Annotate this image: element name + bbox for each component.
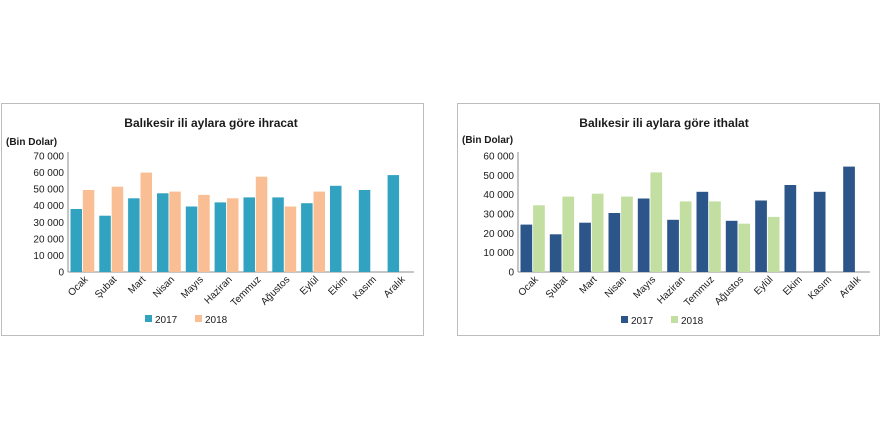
bar-2017-aralık: [843, 166, 855, 272]
export-chart-panel: Balıkesir ili aylara göre ihracat (Bin Do…: [1, 103, 424, 336]
legend-label-2018: 2018: [205, 315, 228, 326]
x-category-label: Nisan: [603, 274, 629, 300]
x-category-label: Ağustos: [713, 274, 746, 307]
bar-2017-eylül: [301, 203, 313, 272]
bar-2018-mayıs: [650, 172, 663, 272]
bar-2017-şubat: [549, 234, 562, 272]
y-tick-label: 60 000: [33, 168, 64, 179]
y-tick-label: 20 000: [483, 229, 514, 240]
bar-2018-ağustos: [738, 223, 751, 272]
export-bar-chart: Balıkesir ili aylara göre ihracat (Bin Do…: [6, 116, 414, 326]
x-category-label: Ocak: [517, 274, 542, 299]
bar-2018-mayıs: [198, 194, 210, 272]
bar-2017-ocak: [520, 224, 533, 272]
bar-2018-mart: [140, 172, 152, 272]
bar-2017-temmuz: [696, 191, 709, 272]
x-category-label: Aralık: [838, 274, 865, 301]
bar-2017-ocak: [70, 209, 82, 272]
bar-2017-kasım: [813, 191, 826, 272]
x-category-label: Ekim: [781, 274, 805, 298]
bar-2018-eylül: [313, 191, 325, 272]
x-category-label: Mart: [126, 274, 148, 296]
bar-2018-ağustos: [284, 206, 297, 272]
bar-2017-mayıs: [637, 198, 650, 272]
bar-2017-mart: [579, 222, 591, 272]
y-tick-label: 50 000: [483, 171, 514, 182]
legend-label-2018: 2018: [681, 316, 704, 327]
legend-swatch-2018: [195, 315, 202, 322]
x-category-label: Ekim: [327, 274, 351, 298]
y-tick-label: 10 000: [33, 251, 64, 262]
bar-2017-kasım: [358, 190, 371, 272]
bar-2017-ekim: [784, 185, 797, 272]
y-axis-unit-label: (Bin Dolar): [6, 137, 57, 148]
import-chart-panel: Balıkesir ili aylara göre ithalat (Bin Do…: [457, 103, 880, 336]
y-tick-label: 40 000: [483, 190, 514, 201]
x-category-label: Eylül: [752, 274, 775, 297]
bar-2018-şubat: [111, 186, 124, 272]
bar-2017-haziran: [667, 219, 679, 272]
legend-swatch-2017: [145, 315, 152, 322]
x-category-label: Şubat: [544, 274, 570, 300]
y-tick-label: 10 000: [483, 248, 514, 259]
y-tick-label: 20 000: [33, 234, 64, 245]
bar-2018-eylül: [767, 216, 780, 272]
x-category-label: Ağustos: [259, 274, 292, 307]
y-axis-unit-label: (Bin Dolar): [462, 135, 513, 146]
x-category-label: Şubat: [93, 274, 119, 300]
bar-2017-ağustos: [272, 197, 284, 272]
legend-label-2017: 2017: [631, 316, 654, 327]
y-tick-label: 60 000: [483, 152, 514, 163]
bar-2018-temmuz: [709, 201, 721, 272]
x-category-label: Mayıs: [179, 274, 206, 301]
bar-2018-mart: [591, 193, 604, 272]
bar-2018-ocak: [533, 205, 545, 272]
chart-title: Balıkesir ili aylara göre ihracat: [124, 116, 297, 130]
x-category-label: Mart: [578, 274, 600, 296]
bar-2018-haziran: [679, 201, 692, 272]
bar-2017-eylül: [755, 200, 767, 272]
y-tick-label: 50 000: [33, 185, 64, 196]
y-tick-label: 0: [58, 268, 64, 279]
bar-2018-nisan: [621, 196, 633, 272]
bar-2018-haziran: [227, 198, 239, 272]
bar-2017-temmuz: [243, 197, 255, 272]
x-category-label: Temmuz: [229, 274, 264, 309]
y-tick-label: 30 000: [483, 210, 514, 221]
x-category-label: Temmuz: [682, 274, 717, 309]
bar-2017-mart: [128, 198, 140, 272]
x-category-label: Ocak: [66, 274, 91, 299]
legend-swatch-2017: [621, 316, 628, 323]
bar-2017-haziran: [214, 202, 227, 272]
x-category-label: Nisan: [151, 274, 177, 300]
bar-2017-ağustos: [725, 220, 738, 272]
bar-2017-nisan: [608, 213, 621, 272]
x-category-label: Aralık: [382, 274, 409, 301]
chart-title: Balıkesir ili aylara göre ithalat: [579, 116, 748, 130]
bar-2018-temmuz: [255, 176, 268, 272]
y-tick-label: 40 000: [33, 201, 64, 212]
y-tick-label: 70 000: [33, 152, 64, 163]
bar-2017-şubat: [99, 215, 111, 272]
y-tick-label: 0: [508, 268, 514, 279]
y-tick-label: 30 000: [33, 218, 64, 229]
legend-label-2017: 2017: [155, 315, 178, 326]
legend-swatch-2018: [671, 316, 678, 323]
bar-2017-ekim: [330, 185, 342, 272]
bar-2017-nisan: [157, 193, 169, 272]
x-category-label: Kasım: [351, 274, 379, 302]
bar-2018-nisan: [169, 191, 181, 272]
bar-2018-şubat: [562, 196, 575, 272]
x-category-label: Eylül: [298, 274, 321, 297]
bar-2017-mayıs: [185, 206, 198, 272]
x-category-label: Mayıs: [631, 274, 658, 301]
bar-2017-aralık: [387, 175, 400, 272]
bar-2018-ocak: [82, 190, 95, 272]
import-bar-chart: Balıkesir ili aylara göre ithalat (Bin Do…: [462, 116, 870, 327]
x-category-label: Kasım: [806, 274, 834, 302]
